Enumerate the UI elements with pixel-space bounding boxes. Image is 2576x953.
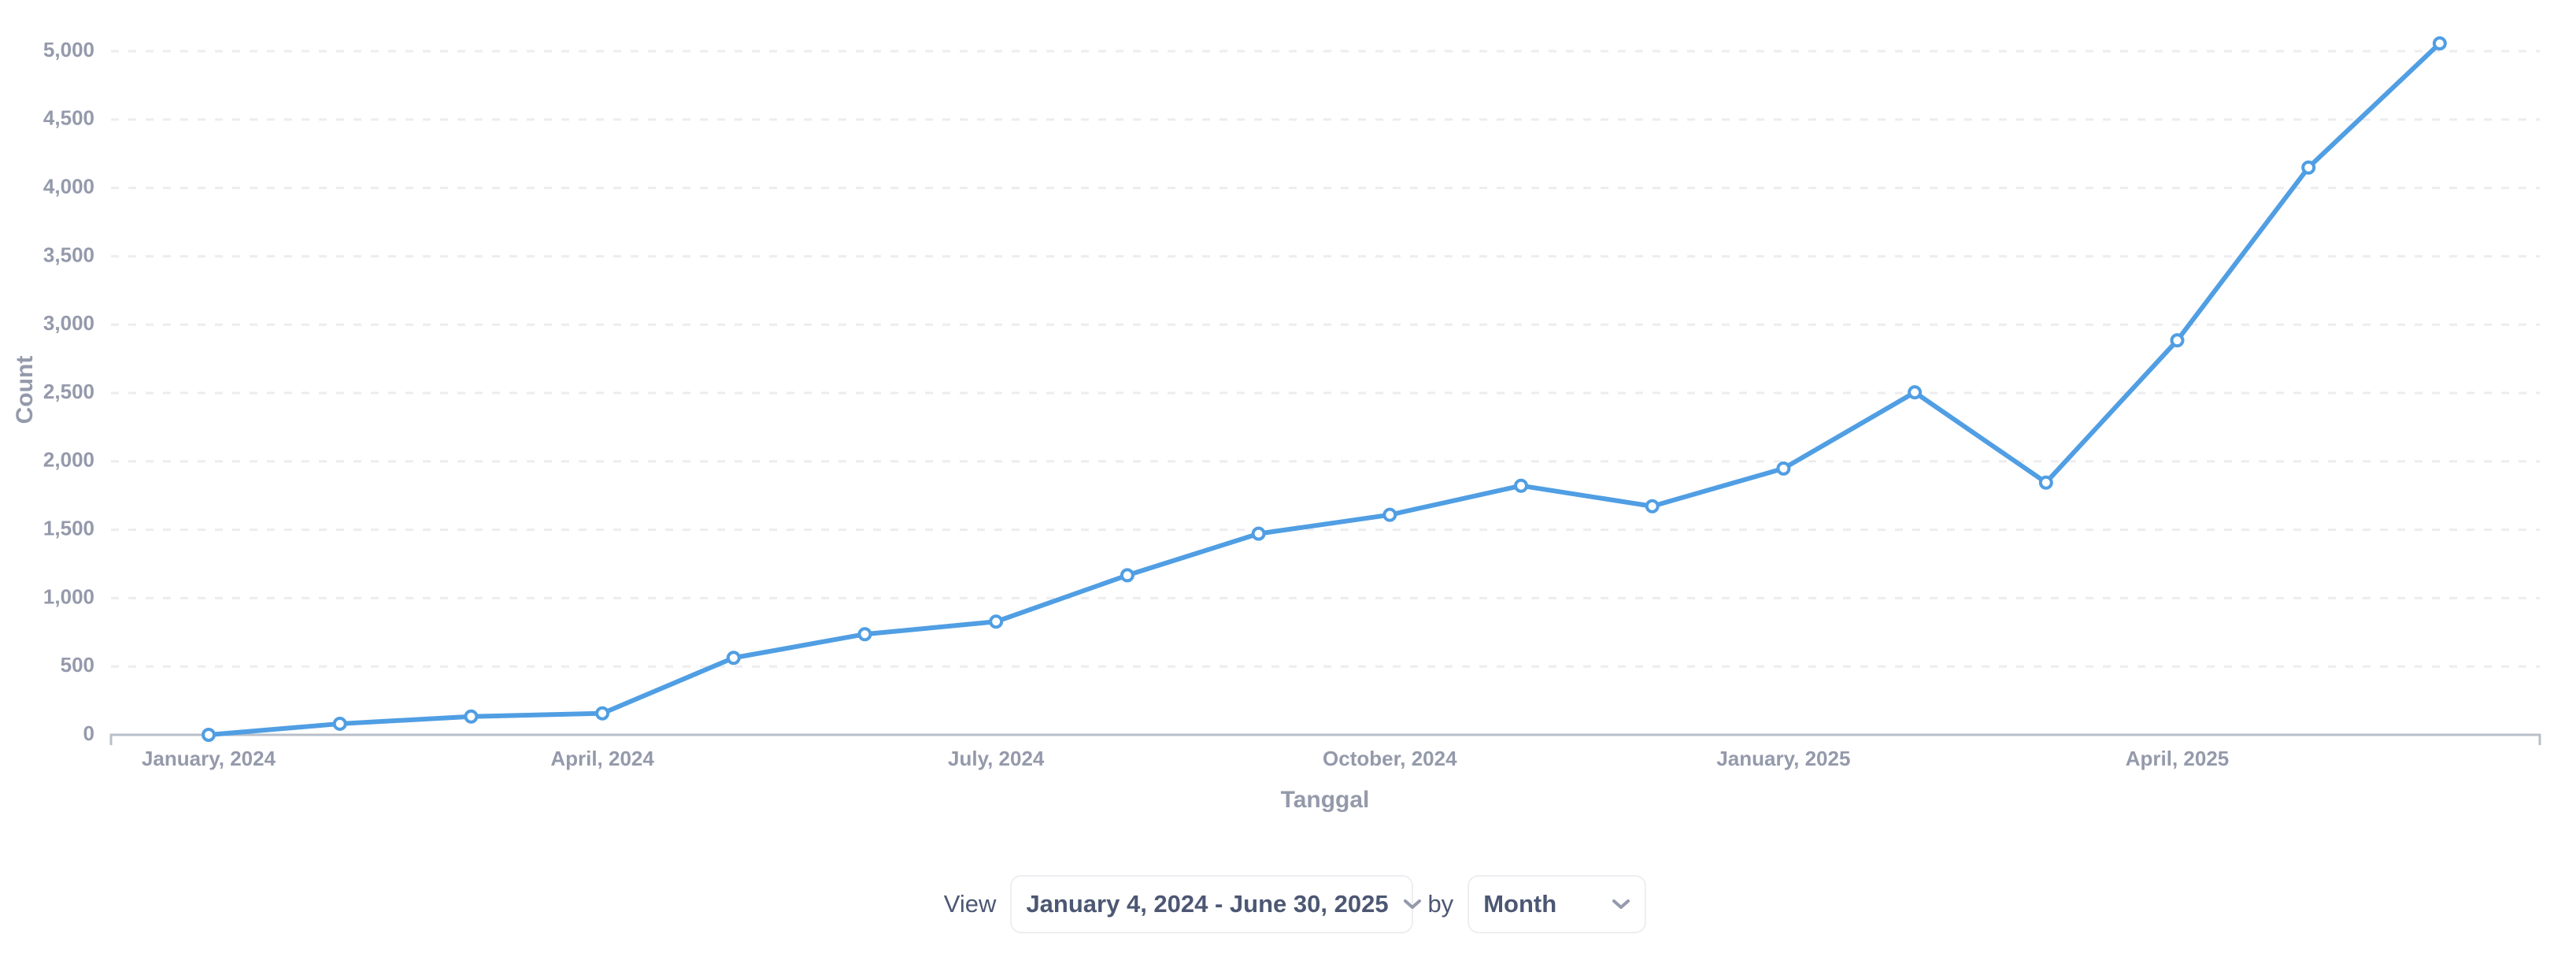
data-point[interactable] (1908, 385, 1923, 400)
data-point[interactable] (2170, 333, 2185, 348)
data-point[interactable] (1776, 461, 1791, 476)
x-tick-label: January, 2025 (1716, 747, 1850, 770)
y-tick-label: 3,500 (43, 243, 94, 266)
view-label: View (943, 890, 997, 918)
x-axis-ticks: January, 2024 April, 2024 July, 2024 Octobe… (142, 747, 2229, 770)
y-tick-label: 2,000 (43, 448, 94, 472)
data-point[interactable] (1645, 499, 1660, 514)
data-point[interactable] (464, 709, 479, 724)
data-point[interactable] (1251, 526, 1266, 541)
x-tick-label: April, 2024 (550, 747, 654, 770)
chevron-down-icon (1597, 898, 1630, 910)
data-point[interactable] (1120, 568, 1134, 583)
period-value: Month (1483, 890, 1557, 918)
chevron-down-icon (1389, 898, 1422, 910)
y-tick-label: 0 (83, 721, 94, 745)
data-point[interactable] (726, 651, 741, 666)
period-select[interactable]: Month (1468, 875, 1647, 933)
line-chart: 0 500 1,000 1,500 2,000 2,500 3,000 3,500 4,000 4… (12, 36, 2541, 813)
y-tick-label: 500 (61, 653, 94, 677)
data-point[interactable] (2301, 160, 2316, 175)
data-point[interactable] (989, 614, 1004, 629)
by-label: by (1427, 890, 1454, 918)
x-tick-label: January, 2024 (142, 747, 276, 770)
x-tick-label: April, 2025 (2126, 747, 2230, 770)
x-axis-title: Tanggal (1281, 787, 1370, 813)
y-tick-label: 2,500 (43, 380, 94, 403)
view-controls: View January 4, 2024 - June 30, 2025 by … (0, 873, 2576, 935)
y-tick-label: 3,000 (43, 311, 94, 335)
data-point[interactable] (202, 728, 216, 742)
y-axis-ticks: 0 500 1,000 1,500 2,000 2,500 3,000 3,500 4,000 4… (43, 38, 94, 745)
series-line-count (206, 41, 2442, 737)
y-tick-label: 1,000 (43, 584, 94, 608)
y-tick-label: 4,000 (43, 174, 94, 198)
data-point[interactable] (1382, 507, 1397, 522)
data-point[interactable] (332, 716, 347, 731)
data-points (202, 36, 2447, 742)
date-range-value: January 4, 2024 - June 30, 2025 (1026, 890, 1389, 918)
y-tick-label: 5,000 (43, 38, 94, 61)
y-tick-label: 4,500 (43, 106, 94, 130)
data-point[interactable] (2038, 475, 2053, 490)
y-tick-label: 1,500 (43, 516, 94, 540)
data-point[interactable] (2432, 36, 2447, 51)
x-tick-label: July, 2024 (948, 747, 1045, 770)
data-point[interactable] (857, 627, 872, 642)
data-point[interactable] (1514, 478, 1528, 493)
gridlines (111, 50, 2540, 668)
date-range-select[interactable]: January 4, 2024 - June 30, 2025 (1010, 875, 1421, 933)
x-axis (109, 733, 2541, 745)
data-point[interactable] (595, 706, 610, 721)
x-tick-label: October, 2024 (1323, 747, 1457, 770)
y-axis-title: Count (12, 356, 38, 425)
